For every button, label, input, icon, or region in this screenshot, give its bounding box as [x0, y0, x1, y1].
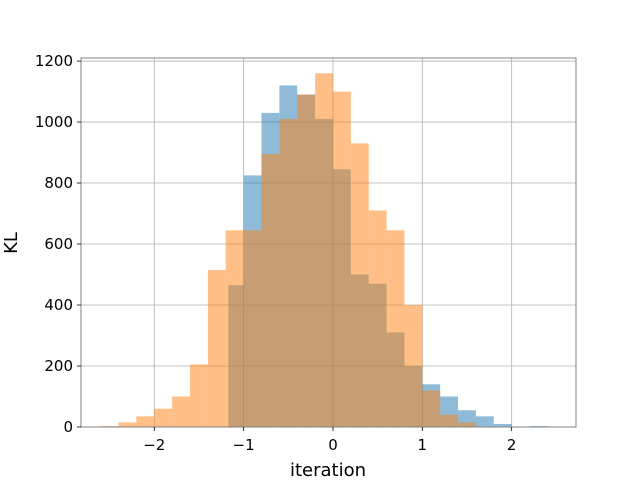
x-tick-label: −2: [143, 436, 165, 454]
x-axis-label: iteration: [290, 460, 366, 480]
y-tick-label: 0: [63, 418, 73, 436]
histogram-bar: [279, 118, 298, 428]
histogram-bar: [225, 230, 244, 427]
histogram-bar: [207, 269, 226, 427]
y-tick-label: 800: [44, 174, 73, 192]
y-tick-label: 600: [44, 235, 73, 253]
histogram-bar: [475, 416, 494, 427]
y-axis-label: KL: [1, 232, 22, 254]
histogram-bar: [332, 91, 351, 427]
histogram-bars: [100, 73, 548, 428]
histogram-bar: [243, 230, 262, 427]
histogram-bar: [190, 364, 208, 427]
histogram-series-2: [100, 73, 476, 428]
histogram-bar: [350, 143, 369, 427]
histogram-bar: [422, 390, 441, 427]
x-axis-ticks: −2 −1 0 1 2: [143, 427, 516, 454]
histogram-bar: [261, 154, 280, 427]
y-tick-label: 200: [44, 357, 73, 375]
histogram-bar: [118, 422, 137, 427]
histogram-bar: [458, 422, 476, 427]
x-tick-label: 1: [418, 436, 428, 454]
histogram-bar: [440, 414, 459, 427]
y-axis-ticks: 0 200 400 600 800 1000 1200: [35, 52, 81, 436]
histogram-bar: [315, 73, 333, 428]
histogram-bar: [386, 230, 405, 427]
x-tick-label: −1: [233, 436, 255, 454]
histogram-bar: [154, 408, 173, 427]
y-tick-label: 1000: [35, 113, 73, 131]
histogram-bar: [172, 396, 191, 427]
histogram-bar: [493, 423, 512, 427]
x-tick-label: 2: [507, 436, 517, 454]
x-tick-label: 0: [328, 436, 338, 454]
plot-frame: [80, 57, 577, 428]
histogram-bar: [368, 210, 387, 427]
histogram-bar: [297, 94, 316, 428]
y-tick-label: 1200: [35, 52, 73, 70]
y-tick-label: 400: [44, 296, 73, 314]
histogram-bar: [136, 416, 155, 427]
histogram-bar: [404, 305, 423, 427]
